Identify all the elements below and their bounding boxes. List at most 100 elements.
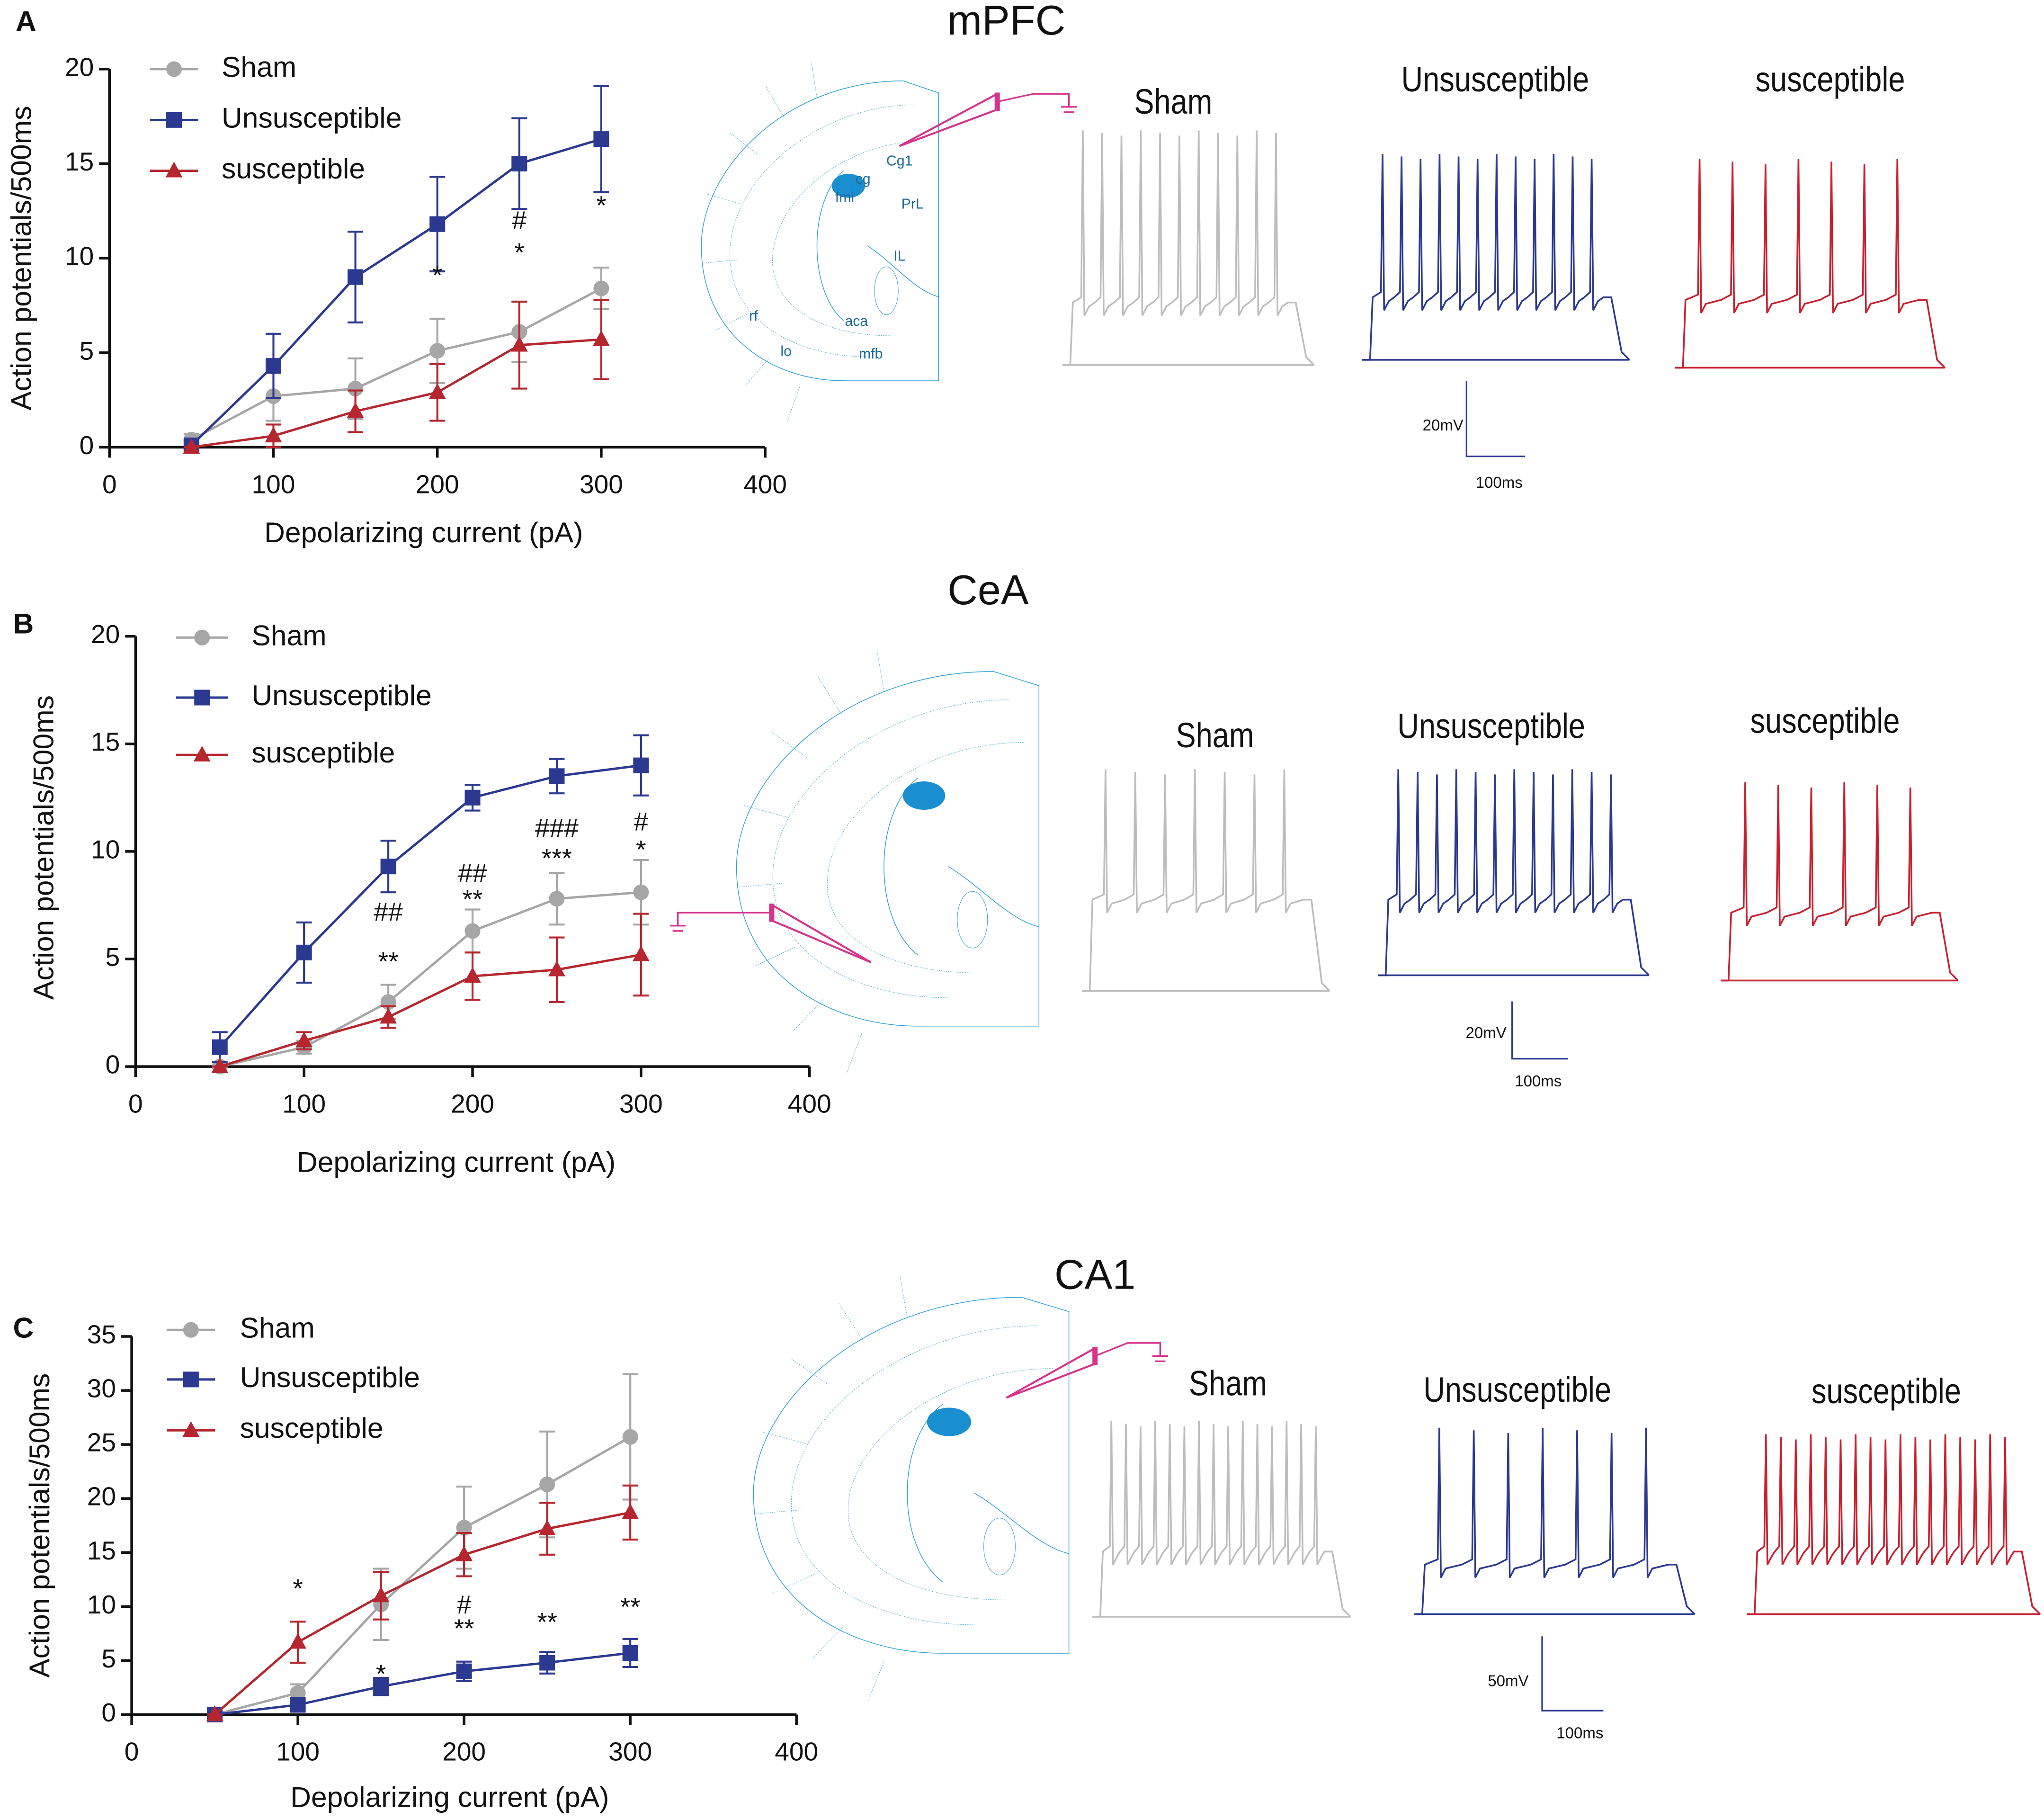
brain-region (772, 1574, 814, 1593)
data-point (456, 1663, 472, 1679)
error-bar (622, 1373, 638, 1501)
significance-mark: * (376, 1659, 386, 1688)
y-axis-label: Action potentials/500ms (5, 106, 37, 411)
atlas-label: IL (893, 248, 905, 264)
y-tick-label: 0 (106, 1050, 120, 1079)
data-point (429, 216, 446, 232)
error-bar (549, 758, 565, 795)
series-line (214, 1436, 631, 1716)
error-bar (380, 840, 396, 894)
x-tick-label: 300 (580, 469, 623, 499)
data-point (289, 1633, 306, 1649)
y-tick-label: 5 (80, 336, 94, 365)
error-bar (348, 357, 364, 420)
series-line (219, 764, 642, 1048)
x-axis-label: Depolarizing current (pA) (297, 1146, 616, 1178)
data-point (372, 1586, 390, 1603)
brain-outline (737, 672, 1039, 1026)
error-bar (593, 267, 609, 310)
electrode-wire (677, 912, 772, 926)
data-point (633, 757, 649, 773)
legend-label: Unsusceptible (222, 101, 402, 134)
brain-nucleus (902, 781, 946, 810)
data-point (464, 789, 481, 806)
data-point (539, 1477, 555, 1493)
error-bar (593, 298, 609, 380)
y-tick-label: 25 (87, 1428, 116, 1457)
voltage-trace (1362, 153, 1630, 361)
brain-region (754, 1510, 801, 1514)
brain-region (730, 105, 915, 357)
brain-nucleus (875, 267, 898, 314)
brain-region (848, 1369, 1053, 1600)
data-point (464, 923, 481, 939)
error-bar (539, 1430, 555, 1539)
brain-region (793, 1000, 823, 1031)
brain-outline (701, 81, 938, 381)
brain-region (900, 1275, 907, 1317)
panel-label: C (13, 1311, 34, 1344)
error-bar (296, 921, 312, 984)
y-tick-label: 20 (91, 619, 120, 649)
voltage-trace (1721, 782, 1959, 982)
y-tick-label: 15 (65, 147, 94, 176)
data-point (290, 1685, 306, 1701)
trace-label: Unsusceptible (1423, 1370, 1611, 1409)
data-point (539, 1655, 555, 1671)
y-tick-label: 5 (106, 942, 120, 972)
x-tick-label: 400 (788, 1089, 831, 1118)
data-point (265, 358, 282, 374)
data-point (183, 438, 200, 454)
data-point (265, 427, 282, 443)
significance-mark: * (596, 190, 606, 220)
brain-region (743, 805, 787, 817)
error-bar (549, 872, 565, 926)
electrode (770, 903, 872, 963)
significance-mark: ** (620, 1592, 641, 1621)
data-point (428, 383, 446, 399)
data-point (593, 330, 610, 346)
y-tick-label: 10 (87, 1590, 116, 1619)
error-bar (633, 859, 649, 926)
trace-label: Unsusceptible (1397, 707, 1585, 746)
brain-region (868, 1660, 884, 1701)
brain-region (790, 1358, 827, 1384)
y-tick-label: 20 (65, 52, 94, 81)
brain-atlas (737, 649, 1039, 1073)
error-bar (456, 1486, 472, 1570)
significance-mark: ** (378, 947, 399, 976)
error-bar (539, 1502, 555, 1556)
legend-label: Sham (222, 51, 296, 83)
legend-label: Unsusceptible (240, 1361, 420, 1393)
brain-nucleus (957, 891, 988, 948)
brain-atlas (701, 62, 938, 421)
legend-marker (182, 1421, 200, 1437)
brain-region (771, 732, 807, 758)
significance-mark: *** (542, 843, 572, 873)
panel-title: mPFC (947, 0, 1066, 44)
error-bar (348, 389, 364, 433)
trace-label: susceptible (1750, 701, 1900, 741)
voltage-trace (1082, 769, 1330, 992)
legend-marker (183, 1322, 199, 1338)
data-point (622, 1503, 639, 1519)
x-tick-label: 300 (619, 1089, 663, 1118)
data-point (632, 945, 650, 961)
y-tick-label: 0 (80, 430, 94, 460)
trace-label: Sham (1134, 82, 1212, 121)
atlas-label: rf (749, 308, 758, 324)
data-point (549, 768, 565, 784)
panel-label: A (16, 5, 36, 37)
x-tick-label: 0 (102, 469, 117, 499)
data-point (633, 884, 649, 900)
voltage-trace (1747, 1434, 2041, 1615)
data-point (511, 156, 527, 172)
x-tick-label: 100 (282, 1089, 326, 1118)
error-bar (464, 951, 481, 1001)
brain-region (884, 778, 1039, 955)
brain-region (706, 194, 741, 204)
legend-label: susceptible (222, 152, 365, 185)
data-point (510, 336, 528, 352)
voltage-trace (1062, 130, 1315, 366)
